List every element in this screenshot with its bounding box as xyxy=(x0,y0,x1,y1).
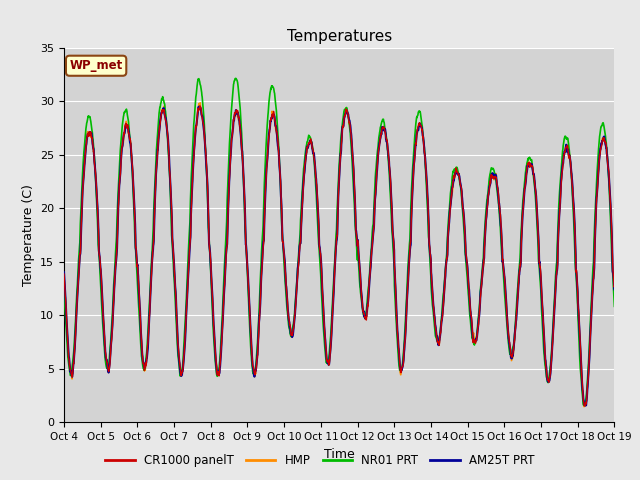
AM25T PRT xyxy=(367,255,375,261)
CR1000 panelT xyxy=(60,271,68,277)
Title: Temperatures: Temperatures xyxy=(287,29,392,44)
AM25T PRT xyxy=(581,403,589,408)
NR01 PRT xyxy=(214,372,221,378)
HMP xyxy=(196,100,204,106)
NR01 PRT xyxy=(580,402,588,408)
NR01 PRT xyxy=(367,247,375,253)
HMP xyxy=(499,262,507,267)
Line: AM25T PRT: AM25T PRT xyxy=(64,107,614,406)
AM25T PRT xyxy=(214,372,221,377)
HMP xyxy=(580,404,588,410)
CR1000 panelT xyxy=(611,283,618,288)
NR01 PRT xyxy=(611,303,618,309)
AM25T PRT xyxy=(196,104,204,109)
HMP xyxy=(60,272,68,277)
NR01 PRT xyxy=(577,377,585,383)
CR1000 panelT xyxy=(562,145,570,151)
HMP xyxy=(611,286,618,292)
HMP xyxy=(355,262,363,267)
HMP xyxy=(562,145,570,151)
NR01 PRT xyxy=(562,134,570,140)
AM25T PRT xyxy=(611,287,618,292)
HMP xyxy=(214,368,221,373)
AM25T PRT xyxy=(577,365,585,371)
NR01 PRT xyxy=(355,272,363,277)
HMP xyxy=(577,360,585,365)
CR1000 panelT xyxy=(214,372,221,377)
CR1000 panelT xyxy=(355,257,363,263)
NR01 PRT xyxy=(499,270,507,276)
CR1000 panelT xyxy=(367,255,375,261)
NR01 PRT xyxy=(232,75,239,81)
NR01 PRT xyxy=(60,289,68,295)
HMP xyxy=(367,256,375,262)
Y-axis label: Temperature (C): Temperature (C) xyxy=(22,184,35,286)
CR1000 panelT xyxy=(499,264,507,269)
X-axis label: Time: Time xyxy=(324,448,355,461)
AM25T PRT xyxy=(60,269,68,275)
AM25T PRT xyxy=(562,144,570,149)
Line: HMP: HMP xyxy=(64,103,614,407)
AM25T PRT xyxy=(355,258,363,264)
Text: WP_met: WP_met xyxy=(70,59,123,72)
CR1000 panelT xyxy=(577,364,585,370)
AM25T PRT xyxy=(499,262,507,267)
CR1000 panelT xyxy=(581,403,589,409)
Line: NR01 PRT: NR01 PRT xyxy=(64,78,614,405)
CR1000 panelT xyxy=(196,103,204,109)
Legend: CR1000 panelT, HMP, NR01 PRT, AM25T PRT: CR1000 panelT, HMP, NR01 PRT, AM25T PRT xyxy=(100,449,540,472)
Line: CR1000 panelT: CR1000 panelT xyxy=(64,106,614,406)
